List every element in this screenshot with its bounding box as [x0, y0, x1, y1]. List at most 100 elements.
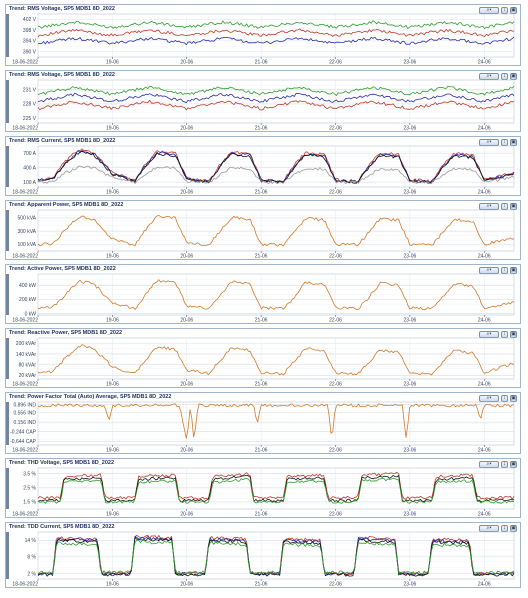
- panel-scroll-handle[interactable]: [6, 80, 9, 123]
- expand-icon[interactable]: ↕: [501, 525, 508, 532]
- chart-title: Trend: Active Power, SP5 MDB1 8D_2022: [9, 266, 116, 272]
- y-tick-label: 231 V: [23, 87, 37, 93]
- x-tick-label: 24-06: [478, 318, 491, 324]
- y-tick-label: 402 V: [23, 17, 37, 23]
- panel-scroll-handle[interactable]: [6, 14, 9, 57]
- chart-title: Trend: Apparent Power, SP5 MDB1 8D_2022: [9, 202, 124, 208]
- x-tick-label: 19-06: [106, 254, 119, 260]
- y-tick-label: -0.244 CAP: [10, 430, 37, 436]
- options-icon[interactable]: ▣: [510, 525, 517, 532]
- series-line-phase1: [37, 28, 514, 38]
- expand-icon[interactable]: ↕: [501, 395, 508, 402]
- zoom-menu-button[interactable]: ⌕▾: [479, 7, 499, 14]
- y-tick-label: 140 kVAr: [16, 352, 37, 358]
- panel-toolbar: ⌕▾ ↕ ▣: [479, 267, 517, 274]
- expand-icon[interactable]: ↕: [501, 331, 508, 338]
- x-tick-label: 18-06-2022: [12, 512, 38, 518]
- y-tick-label: 100 kVA: [17, 242, 36, 248]
- series-line-phase1: [37, 99, 515, 111]
- series-line-phase2: [37, 477, 515, 504]
- trend-panel: Trend: RMS Voltage, SP5 MDB1 8D_2022 ⌕▾ ↕ ▣…: [5, 70, 521, 132]
- panel-toolbar: ⌕▾ ↕ ▣: [479, 525, 517, 532]
- options-icon[interactable]: ▣: [510, 395, 517, 402]
- panel-toolbar: ⌕▾ ↕ ▣: [479, 7, 517, 14]
- x-tick-label: 21-06: [255, 60, 268, 66]
- x-tick-label: 18-06-2022: [12, 448, 38, 454]
- options-icon[interactable]: ▣: [510, 331, 517, 338]
- y-tick-label: 300 kVA: [17, 229, 36, 235]
- x-tick-label: 20-06: [180, 318, 193, 324]
- zoom-menu-button[interactable]: ⌕▾: [479, 331, 499, 338]
- y-tick-label: 228 V: [23, 102, 37, 108]
- expand-icon[interactable]: ↕: [501, 267, 508, 274]
- trend-panel: Trend: Reactive Power, SP5 MDB1 8D_2022 ⌕…: [5, 328, 521, 388]
- options-icon[interactable]: ▣: [510, 73, 517, 80]
- trend-panel: Trend: THD Voltage, SP5 MDB1 8D_2022 ⌕▾ ↕ ▣…: [5, 458, 521, 518]
- expand-icon[interactable]: ↕: [501, 7, 508, 14]
- trend-chart: 700 A 400 A 100 A 18-06-2022 19-06 20-06 21-06…: [12, 145, 515, 196]
- expand-icon[interactable]: ↕: [501, 461, 508, 468]
- x-tick-label: 18-06-2022: [12, 582, 38, 588]
- zoom-menu-button[interactable]: ⌕▾: [479, 203, 499, 210]
- panel-scroll-handle[interactable]: [6, 210, 9, 251]
- x-tick-label: 23-06: [403, 60, 416, 66]
- x-tick-label: 19-06: [106, 512, 119, 518]
- zoom-menu-button[interactable]: ⌕▾: [479, 267, 499, 274]
- panel-scroll-handle[interactable]: [6, 274, 9, 315]
- panel-scroll-handle[interactable]: [6, 402, 9, 445]
- y-tick-label: 398 V: [23, 28, 37, 34]
- x-tick-label: 24-06: [478, 126, 491, 132]
- chart-title: Trend: RMS Voltage, SP5 MDB1 8D_2022: [9, 6, 115, 12]
- x-tick-label: 22-06: [329, 582, 342, 588]
- x-tick-label: 23-06: [403, 382, 416, 388]
- zoom-menu-button[interactable]: ⌕▾: [479, 139, 499, 146]
- panel-scroll-handle[interactable]: [6, 468, 9, 509]
- x-tick-label: 24-06: [478, 448, 491, 454]
- x-tick-label: 24-06: [478, 254, 491, 260]
- x-tick-label: 23-06: [403, 582, 416, 588]
- expand-icon[interactable]: ↕: [501, 203, 508, 210]
- series-line-phase2: [37, 539, 515, 575]
- x-tick-label: 22-06: [329, 382, 342, 388]
- panel-scroll-handle[interactable]: [6, 338, 9, 379]
- zoom-menu-button[interactable]: ⌕▾: [479, 461, 499, 468]
- x-tick-label: 19-06: [106, 582, 119, 588]
- series-line-orange: [37, 344, 515, 376]
- x-tick-label: 21-06: [255, 318, 268, 324]
- trend-panel: Trend: Apparent Power, SP5 MDB1 8D_2022 ⌕…: [5, 200, 521, 260]
- trend-chart: 200 kVAr 140 kVAr 80 kVAr 20 kVAr 18-06-2022…: [12, 337, 515, 388]
- panel-toolbar: ⌕▾ ↕ ▣: [479, 73, 517, 80]
- panel-toolbar: ⌕▾ ↕ ▣: [479, 395, 517, 402]
- x-tick-label: 21-06: [255, 126, 268, 132]
- y-tick-label: 200 kVAr: [16, 341, 37, 347]
- x-tick-label: 24-06: [478, 60, 491, 66]
- x-tick-label: 21-06: [255, 254, 268, 260]
- zoom-menu-button[interactable]: ⌕▾: [479, 525, 499, 532]
- zoom-menu-button[interactable]: ⌕▾: [479, 395, 499, 402]
- options-icon[interactable]: ▣: [510, 139, 517, 146]
- expand-icon[interactable]: ↕: [501, 73, 508, 80]
- zoom-menu-button[interactable]: ⌕▾: [479, 73, 499, 80]
- x-tick-label: 22-06: [329, 60, 342, 66]
- panel-scroll-handle[interactable]: [6, 146, 9, 187]
- x-tick-label: 19-06: [106, 190, 119, 196]
- panel-scroll-handle[interactable]: [6, 532, 9, 579]
- y-tick-label: 0.156 IND: [13, 420, 36, 426]
- y-tick-label: 0.556 IND: [13, 410, 36, 416]
- trend-chart: 402 V 398 V 394 V 390 V 18-06-2022 19-06 20-06…: [12, 13, 515, 66]
- series-line-orange: [37, 215, 515, 247]
- options-icon[interactable]: ▣: [510, 203, 517, 210]
- x-tick-label: 19-06: [106, 448, 119, 454]
- x-tick-label: 21-06: [255, 582, 268, 588]
- expand-icon[interactable]: ↕: [501, 139, 508, 146]
- panel-toolbar: ⌕▾ ↕ ▣: [479, 331, 517, 338]
- x-tick-label: 21-06: [255, 190, 268, 196]
- trend-panel: Trend: Active Power, SP5 MDB1 8D_2022 ⌕▾ ↕…: [5, 264, 521, 324]
- y-tick-label: 0.896 IND: [13, 402, 36, 408]
- options-icon[interactable]: ▣: [510, 267, 517, 274]
- options-icon[interactable]: ▣: [510, 461, 517, 468]
- options-icon[interactable]: ▣: [510, 7, 517, 14]
- x-tick-label: 24-06: [478, 512, 491, 518]
- x-tick-label: 20-06: [180, 448, 193, 454]
